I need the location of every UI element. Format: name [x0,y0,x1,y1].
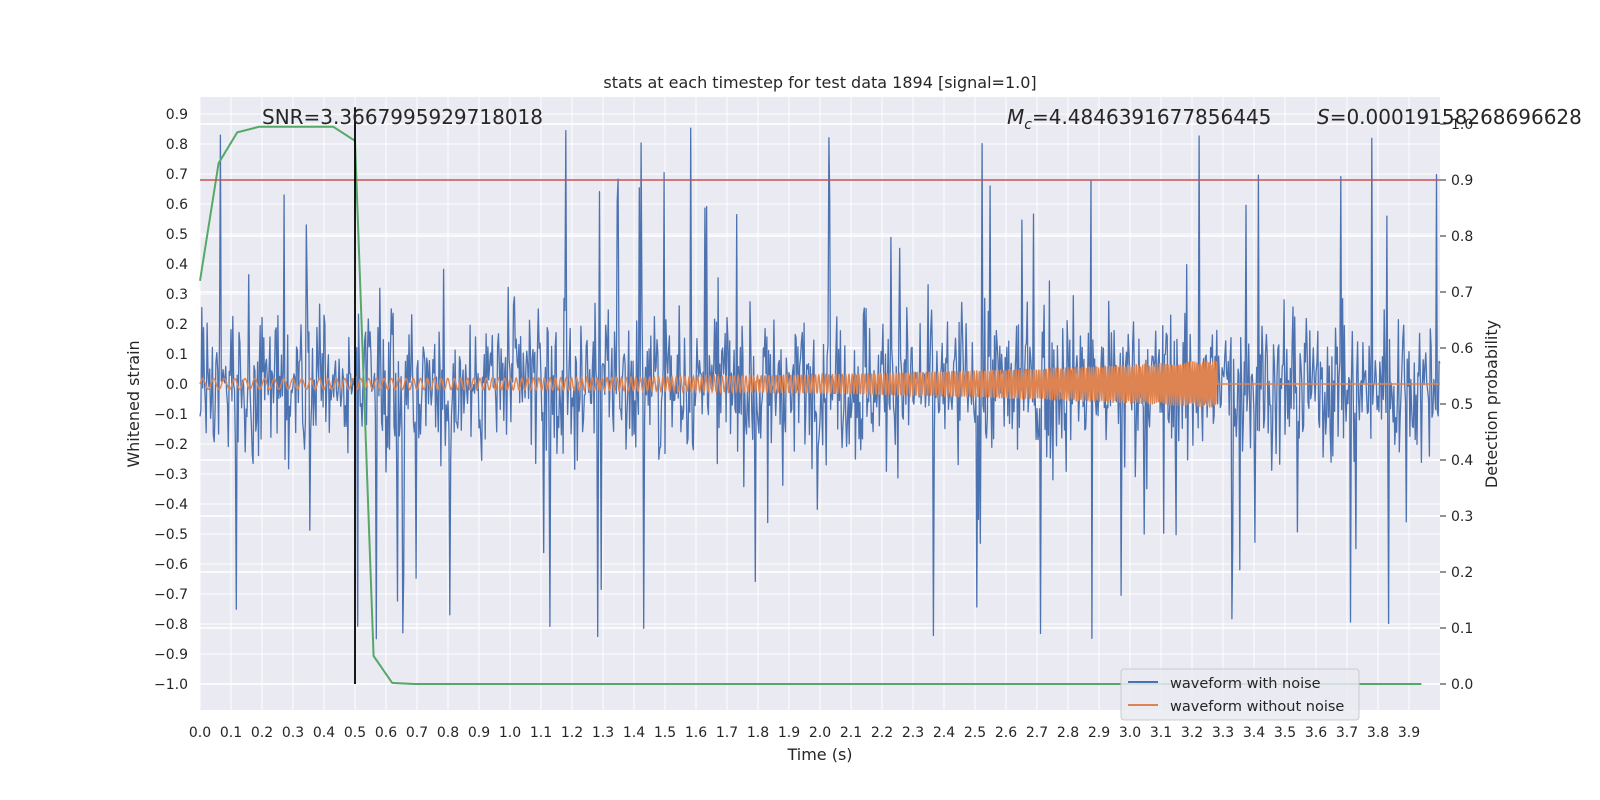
y-tick-label-left: −0.3 [154,467,188,483]
y-tick-label-right: 1.0 [1451,117,1473,133]
x-tick-label: 3.7 [1336,725,1358,741]
x-axis-label: Time (s) [786,745,852,764]
x-tick-label: 1.9 [778,725,800,741]
y-tick-label-left: −0.6 [154,557,188,573]
x-tick-label: 2.8 [1057,725,1079,741]
legend-label-clean: waveform without noise [1170,699,1344,715]
chirp-mass-subscript: c [1024,117,1032,133]
y-tick-label-left: 0.8 [166,137,188,153]
y-tick-label-left: 0.7 [166,167,188,183]
chirp-mass-annotation: Mc=4.4846391677856445 [1007,105,1271,133]
x-tick-labels: 0.0 0.1 0.2 0.3 0.4 0.5 0.6 0.7 0.8 0.9 1.0 1.1 1.2 1… [189,725,1420,741]
x-tick-label: 1.0 [499,725,521,741]
y-tick-label-right: 0.4 [1451,453,1473,469]
legend-label-noise: waveform with noise [1170,676,1321,692]
x-tick-label: 1.2 [561,725,583,741]
x-tick-label: 3.0 [1119,725,1141,741]
x-tick-label: 3.8 [1367,725,1389,741]
y-tick-label-right: 0.6 [1451,341,1473,357]
y-tick-label-left: −0.5 [154,527,188,543]
y-tick-label-right: 0.8 [1451,229,1473,245]
legend: waveform with noise waveform without noi… [1120,668,1360,721]
y-tick-label-right: 0.7 [1451,285,1473,301]
chirp-mass-symbol: M [1007,105,1024,129]
x-tick-label: 0.3 [282,725,304,741]
s-symbol: S [1317,105,1330,129]
x-tick-label: 1.5 [654,725,676,741]
y-tick-label-right: 0.2 [1451,565,1473,581]
x-tick-label: 0.4 [313,725,335,741]
x-tick-label: 0.1 [220,725,242,741]
x-tick-label: 3.3 [1212,725,1234,741]
y-tick-label-left: −1.0 [154,677,188,693]
series-detection-probability [199,125,1422,685]
x-tick-label: 3.5 [1274,725,1296,741]
x-tick-label: 1.8 [747,725,769,741]
y-tick-label-right: 0.5 [1451,397,1473,413]
y-tick-label-left: −0.7 [154,587,188,603]
y-tick-label-left: −0.1 [154,407,188,423]
y-tick-label-left: 0.3 [166,287,188,303]
x-tick-label: 3.6 [1305,725,1327,741]
x-tick-label: 2.4 [933,725,955,741]
y-tick-label-left: 0.6 [166,197,188,213]
x-tick-label: 1.7 [716,725,738,741]
x-tick-label: 3.4 [1243,725,1265,741]
x-tick-label: 2.9 [1088,725,1110,741]
series-waveform-with-noise [199,127,1441,640]
series-waveform-without-noise [199,360,1440,408]
x-tick-label: 0.2 [251,725,273,741]
x-tick-label: 2.6 [995,725,1017,741]
x-tick-label: 2.2 [871,725,893,741]
y-tick-label-right: 0.3 [1451,509,1473,525]
x-tick-label: 3.9 [1398,725,1420,741]
y-tick-label-left: −0.2 [154,437,188,453]
s-annotation: S=0.00019158268696628 [1317,105,1582,129]
chirp-mass-value: =4.4846391677856445 [1032,105,1271,129]
y-tick-label-left: −0.9 [154,647,188,663]
x-tick-label: 3.1 [1150,725,1172,741]
x-tick-label: 0.7 [406,725,428,741]
legend-box [1120,668,1360,721]
y-tick-label-left: 0.5 [166,227,188,243]
x-tick-label: 1.6 [685,725,707,741]
s-value: =0.00019158268696628 [1330,105,1582,129]
y-tick-label-left: 0.1 [166,347,188,363]
y-tick-labels-right: 1.0 0.9 0.8 0.7 0.6 0.5 0.4 0.3 0.2 0.1 0.0 [1440,117,1473,693]
x-tick-label: 2.7 [1026,725,1048,741]
x-tick-label: 2.5 [964,725,986,741]
x-tick-label: 0.6 [375,725,397,741]
y-tick-label-left: 0.4 [166,257,188,273]
y-tick-label-left: 0.0 [166,377,188,393]
y-axis-label-left: Whitened strain [124,340,143,467]
y-tick-label-right: 0.9 [1451,173,1473,189]
noise-waveform-line [199,127,1441,640]
y-tick-label-left: 0.9 [166,107,188,123]
x-tick-label: 0.5 [344,725,366,741]
x-tick-label: 3.2 [1181,725,1203,741]
y-tick-label-right: 0.0 [1451,677,1473,693]
detection-probability-line [199,125,1422,685]
x-tick-label: 1.1 [530,725,552,741]
x-tick-label: 0.0 [189,725,211,741]
reference-lines [200,107,1440,684]
x-tick-label: 2.3 [902,725,924,741]
chart-title: stats at each timestep for test data 189… [603,73,1036,92]
x-tick-label: 1.4 [623,725,645,741]
clean-waveform-line [199,360,1440,408]
y-tick-label-left: −0.4 [154,497,188,513]
x-tick-label: 2.0 [809,725,831,741]
y-tick-labels-left: 0.9 0.8 0.7 0.6 0.5 0.4 0.3 0.2 0.1 0.0 −0.1 −0.2 −0… [154,107,188,693]
x-tick-label: 2.1 [840,725,862,741]
x-tick-label: 0.9 [468,725,490,741]
y-tick-label-left: 0.2 [166,317,188,333]
x-tick-label: 1.3 [592,725,614,741]
snr-annotation: SNR=3.3667995929718018 [262,105,543,129]
y-axis-label-right: Detection probability [1482,320,1501,488]
x-tick-label: 0.8 [437,725,459,741]
y-tick-label-right: 0.1 [1451,621,1473,637]
y-tick-label-left: −0.8 [154,617,188,633]
